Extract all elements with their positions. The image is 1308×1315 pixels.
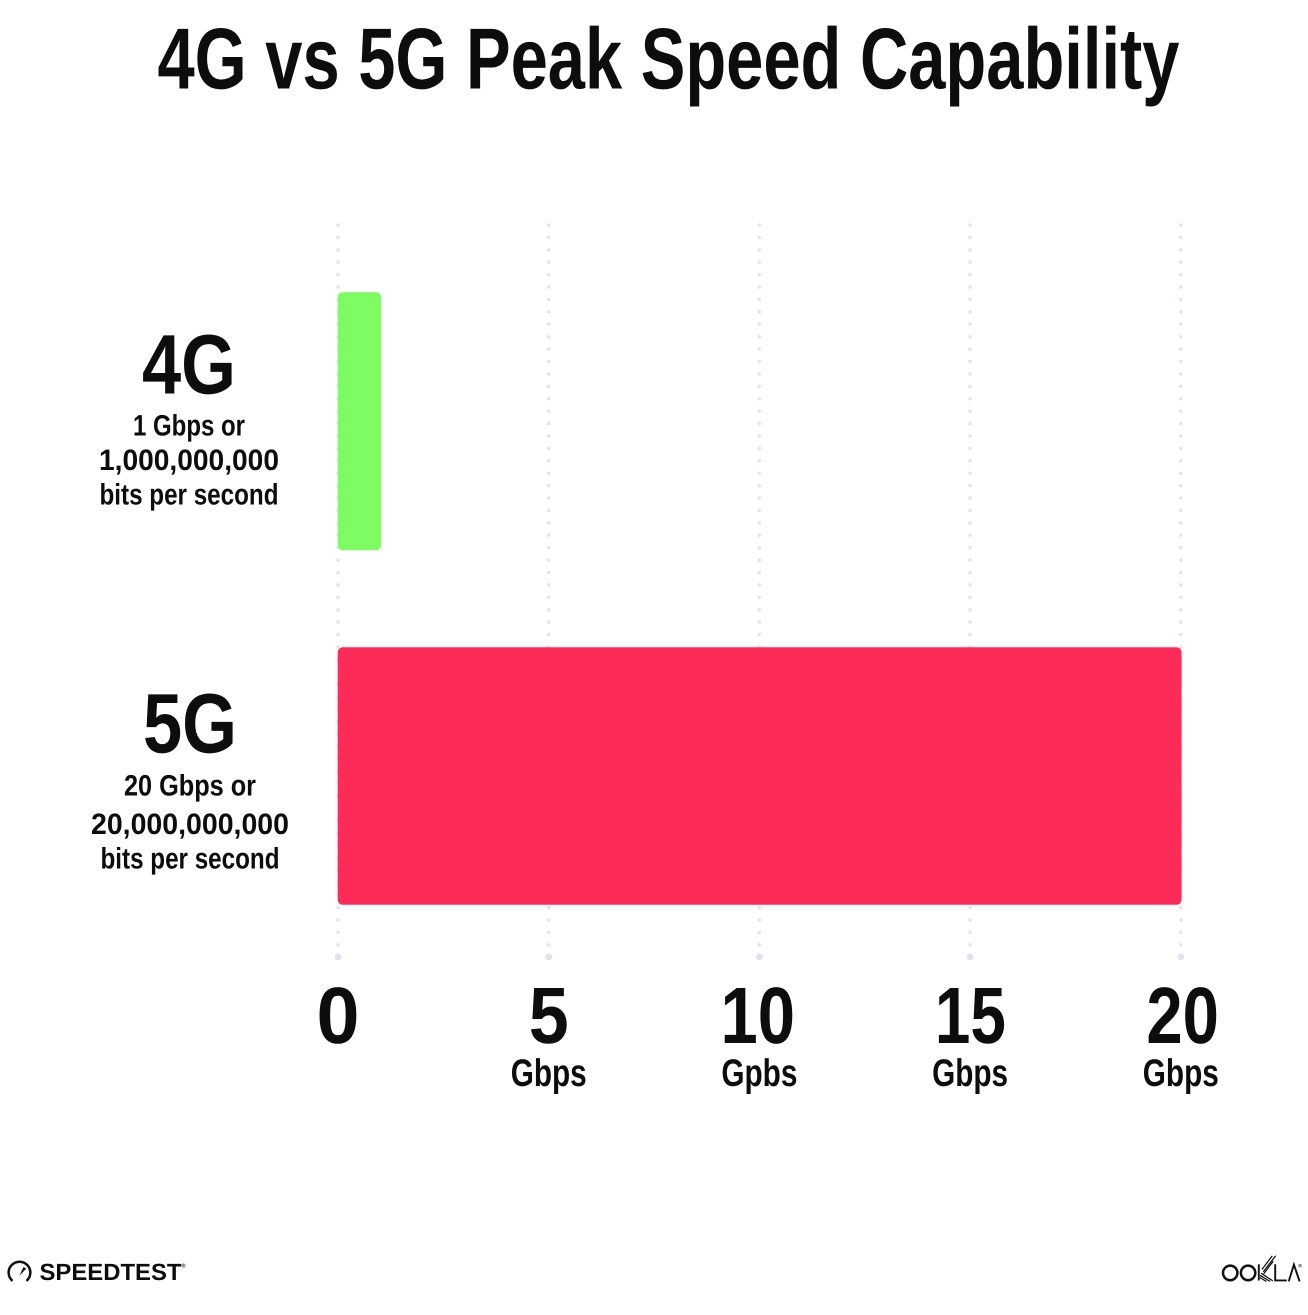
svg-text:1,000,000,000: 1,000,000,000 xyxy=(99,444,279,477)
svg-text:5G: 5G xyxy=(143,676,237,770)
svg-text:®: ® xyxy=(182,1264,186,1270)
svg-text:10: 10 xyxy=(721,971,796,1060)
svg-text:20,000,000,000: 20,000,000,000 xyxy=(91,808,289,841)
svg-text:Gbps: Gbps xyxy=(1143,1052,1219,1095)
svg-text:bits per second: bits per second xyxy=(101,842,280,875)
svg-text:®: ® xyxy=(1298,1263,1302,1269)
svg-text:Gbps: Gbps xyxy=(932,1052,1008,1095)
svg-text:4G vs 5G Peak Speed Capability: 4G vs 5G Peak Speed Capability xyxy=(158,12,1180,108)
svg-text:Gbps: Gbps xyxy=(511,1052,587,1095)
svg-text:bits per second: bits per second xyxy=(100,478,279,511)
svg-text:1 Gbps or: 1 Gbps or xyxy=(133,410,245,443)
svg-text:SPEEDTEST: SPEEDTEST xyxy=(40,1259,183,1285)
svg-text:20 Gbps or: 20 Gbps or xyxy=(124,770,256,803)
svg-text:0: 0 xyxy=(317,971,360,1060)
svg-text:4G: 4G xyxy=(142,318,236,412)
svg-text:20: 20 xyxy=(1146,971,1219,1060)
svg-text:15: 15 xyxy=(935,971,1006,1060)
svg-text:Gpbs: Gpbs xyxy=(721,1052,797,1095)
svg-text:5: 5 xyxy=(529,971,569,1060)
